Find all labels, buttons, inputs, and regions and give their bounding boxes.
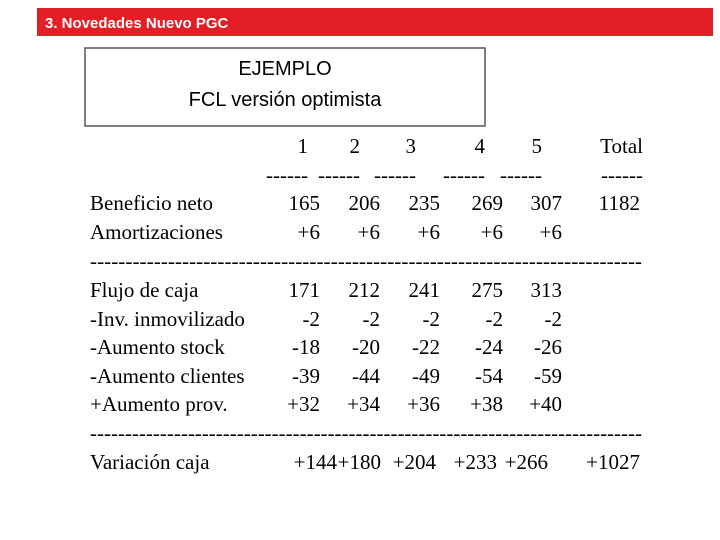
cell: +204 xyxy=(393,450,437,474)
cell: -2 xyxy=(486,307,504,331)
box-title: EJEMPLO xyxy=(238,58,331,80)
cell: +6 xyxy=(481,220,503,244)
cell: 3 xyxy=(406,134,417,158)
row-label: -Inv. inmovilizado xyxy=(90,307,245,331)
cell: 1182 xyxy=(599,191,640,215)
row-label: +Aumento prov. xyxy=(90,392,228,416)
row-label: -Aumento stock xyxy=(90,335,225,359)
cell: ------ xyxy=(500,163,542,187)
cell: ------ xyxy=(601,163,643,187)
cell: -18 xyxy=(292,335,320,359)
cell: -49 xyxy=(412,364,440,388)
cell: 212 xyxy=(349,278,381,302)
separator: ----------------------------------------… xyxy=(90,421,642,445)
cell: 165 xyxy=(289,191,321,215)
cell: ------ xyxy=(266,163,308,187)
cell: -22 xyxy=(412,335,440,359)
cell: 1 xyxy=(298,134,309,158)
cell: -2 xyxy=(303,307,321,331)
cell: 307 xyxy=(531,191,563,215)
cell: +266 xyxy=(505,450,548,474)
cell: ------ xyxy=(318,163,360,187)
cell: +34 xyxy=(347,392,380,416)
cell: 2 xyxy=(350,134,361,158)
example-box xyxy=(84,47,486,127)
cell: Total xyxy=(600,134,643,158)
cell: 5 xyxy=(532,134,543,158)
separator: ----------------------------------------… xyxy=(90,249,642,273)
header-title: 3. Novedades Nuevo PGC xyxy=(45,15,229,32)
cell: 235 xyxy=(409,191,441,215)
cell: 206 xyxy=(349,191,381,215)
cell: +6 xyxy=(298,220,320,244)
cell: -44 xyxy=(352,364,380,388)
cell: +38 xyxy=(470,392,503,416)
cell: -39 xyxy=(292,364,320,388)
cell: +32 xyxy=(287,392,320,416)
row-label: Flujo de caja xyxy=(90,278,199,302)
cell: -59 xyxy=(534,364,562,388)
cell: 4 xyxy=(475,134,486,158)
cell: 241 xyxy=(409,278,441,302)
cell: +6 xyxy=(358,220,380,244)
header-bar xyxy=(37,8,713,36)
table: 1 2 3 4 5 Total------ ------ ------ ------ ------… xyxy=(90,134,643,474)
cell: +144 xyxy=(294,450,338,474)
row-label: Beneficio neto xyxy=(90,191,213,215)
cell: 171 xyxy=(289,278,321,302)
cell: +6 xyxy=(418,220,440,244)
cell: +1027 xyxy=(586,450,640,474)
cell: +180 xyxy=(338,450,381,474)
cell: +36 xyxy=(407,392,440,416)
cell: 313 xyxy=(531,278,563,302)
cell: -2 xyxy=(363,307,381,331)
cell: +40 xyxy=(529,392,562,416)
cell: ------ xyxy=(374,163,416,187)
box-subtitle: FCL versión optimista xyxy=(189,89,383,111)
cell: +6 xyxy=(540,220,562,244)
cell: +233 xyxy=(454,450,497,474)
cell: 275 xyxy=(472,278,504,302)
cell: -2 xyxy=(423,307,441,331)
cell: -2 xyxy=(545,307,563,331)
cell: -26 xyxy=(534,335,562,359)
cell: -54 xyxy=(475,364,503,388)
cell: 269 xyxy=(472,191,504,215)
row-label: Amortizaciones xyxy=(90,220,223,244)
cell: -20 xyxy=(352,335,380,359)
cell: ------ xyxy=(443,163,485,187)
row-label: Variación caja xyxy=(90,450,210,474)
cell: -24 xyxy=(475,335,503,359)
row-label: -Aumento clientes xyxy=(90,364,245,388)
